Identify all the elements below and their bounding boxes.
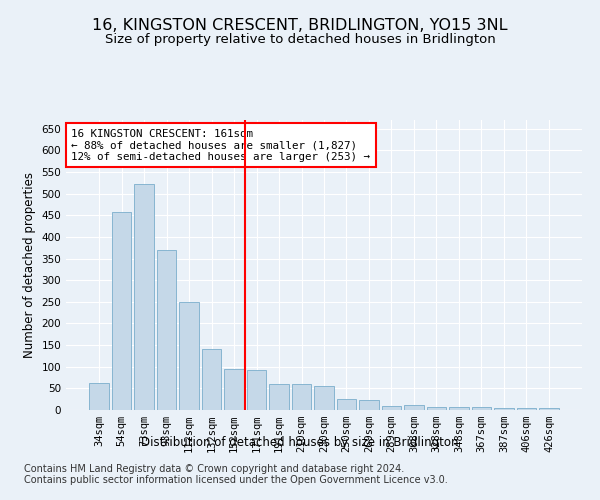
Text: Contains public sector information licensed under the Open Government Licence v3: Contains public sector information licen…: [24, 475, 448, 485]
Text: Size of property relative to detached houses in Bridlington: Size of property relative to detached ho…: [104, 32, 496, 46]
Bar: [179, 302, 199, 410]
Bar: [112, 212, 131, 410]
Text: 16 KINGSTON CRESCENT: 161sqm
← 88% of detached houses are smaller (1,827)
12% of: 16 KINGSTON CRESCENT: 161sqm ← 88% of de…: [71, 128, 370, 162]
Bar: [337, 399, 356, 410]
Bar: [404, 405, 424, 410]
Bar: [494, 408, 514, 410]
Bar: [359, 400, 379, 410]
Text: 16, KINGSTON CRESCENT, BRIDLINGTON, YO15 3NL: 16, KINGSTON CRESCENT, BRIDLINGTON, YO15…: [92, 18, 508, 32]
Bar: [382, 406, 401, 410]
Bar: [517, 408, 536, 410]
Bar: [472, 408, 491, 410]
Bar: [202, 350, 221, 410]
Bar: [427, 408, 446, 410]
Bar: [539, 408, 559, 410]
Bar: [314, 386, 334, 410]
Bar: [269, 384, 289, 410]
Bar: [247, 370, 266, 410]
Bar: [449, 406, 469, 410]
Bar: [134, 184, 154, 410]
Bar: [89, 382, 109, 410]
Bar: [292, 384, 311, 410]
Text: Contains HM Land Registry data © Crown copyright and database right 2024.: Contains HM Land Registry data © Crown c…: [24, 464, 404, 474]
Text: Distribution of detached houses by size in Bridlington: Distribution of detached houses by size …: [141, 436, 459, 449]
Bar: [224, 369, 244, 410]
Bar: [157, 250, 176, 410]
Y-axis label: Number of detached properties: Number of detached properties: [23, 172, 36, 358]
